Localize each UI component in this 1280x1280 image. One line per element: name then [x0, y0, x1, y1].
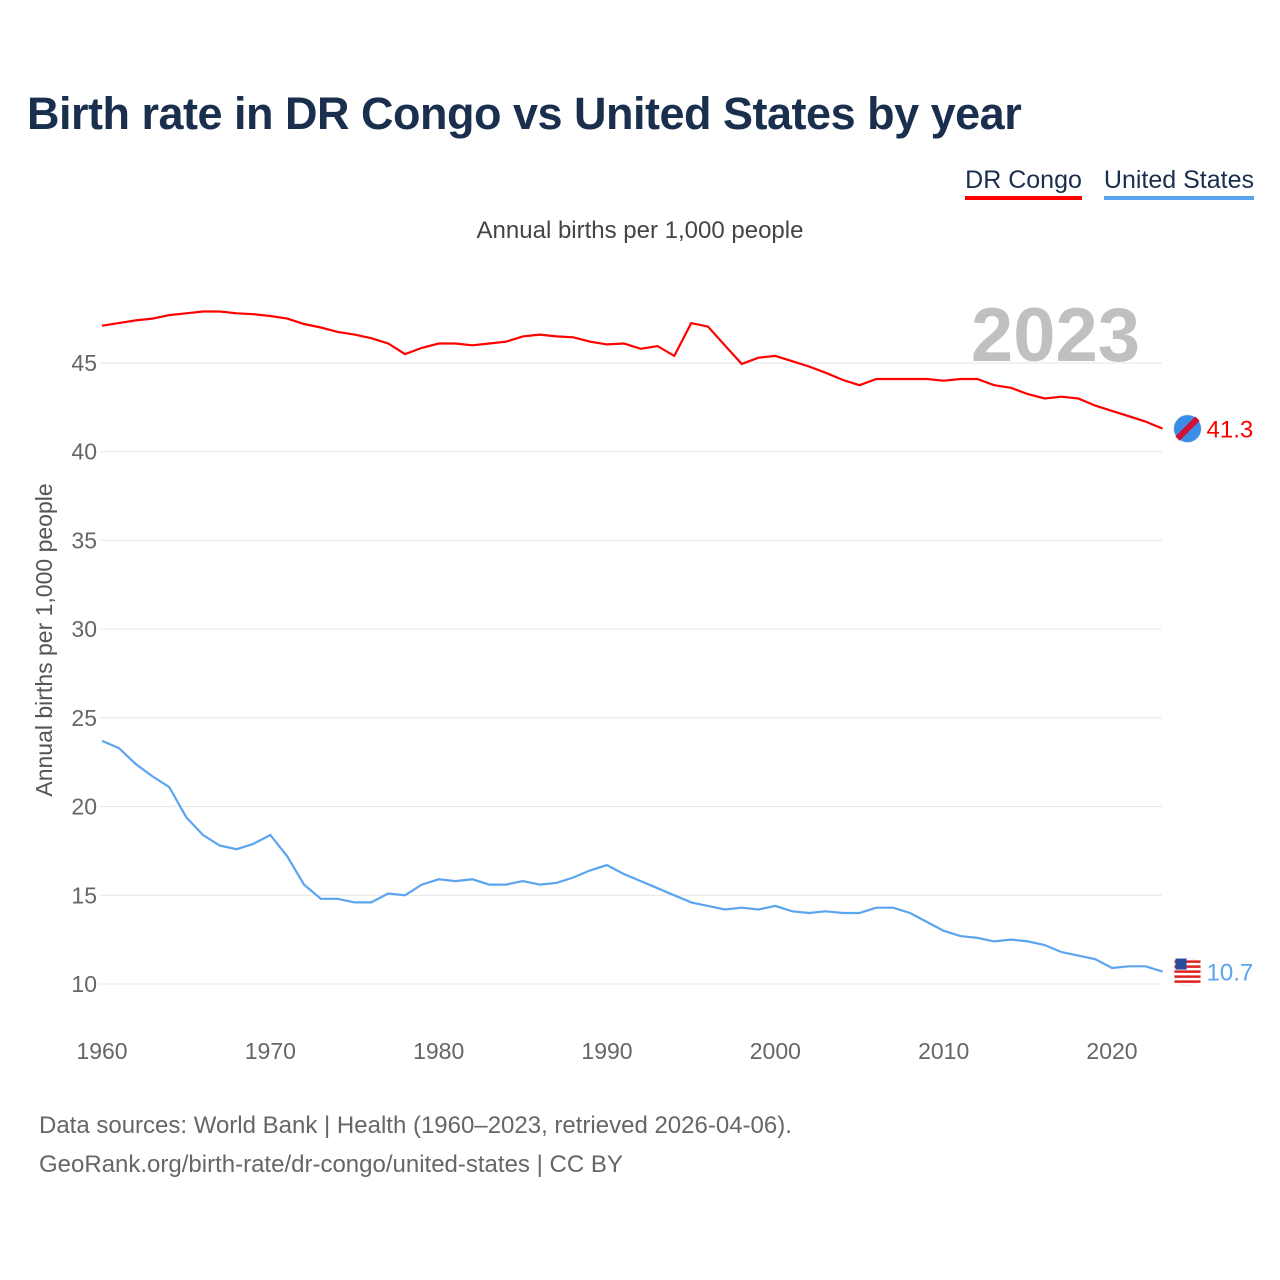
flag-stripe [1175, 416, 1200, 441]
y-tick-label: 10 [71, 971, 97, 997]
x-tick-label: 2000 [750, 1038, 801, 1064]
end-value-label: 10.7 [1207, 960, 1254, 987]
x-tick-label: 1970 [245, 1038, 296, 1064]
y-tick-label: 15 [71, 882, 97, 908]
x-tick-label: 1960 [76, 1038, 127, 1064]
y-tick-label: 30 [71, 616, 97, 642]
chart-title: Birth rate in DR Congo vs United States … [27, 88, 1022, 139]
x-tick-label: 2010 [918, 1038, 969, 1064]
end-value-label: 41.3 [1207, 417, 1254, 444]
legend-united-states[interactable]: United States [1103, 166, 1254, 200]
y-tick-label: 45 [71, 350, 97, 376]
flag-canton [1175, 958, 1187, 970]
y-tick-label: 20 [71, 794, 97, 820]
x-tick-label: 1980 [413, 1038, 464, 1064]
year-watermark: 2023 [971, 293, 1140, 378]
source-note: Data sources: World Bank | Health (1960–… [39, 1106, 792, 1184]
legend-dr-congo[interactable]: DR Congo [965, 166, 1082, 200]
source-line-2[interactable]: GeoRank.org/birth-rate/dr-congo/united-s… [39, 1151, 623, 1178]
x-tick-label: 2020 [1086, 1038, 1137, 1064]
x-tick-label: 1990 [581, 1038, 632, 1064]
series-line-united-states [101, 739, 1163, 973]
series-line-dr-congo [101, 310, 1163, 430]
legend: DR Congo United States [965, 166, 1254, 200]
y-tick-label: 35 [71, 527, 97, 553]
chart-subtitle: Annual births per 1,000 people [476, 217, 804, 244]
y-tick-label: 25 [71, 705, 97, 731]
source-line-1: Data sources: World Bank | Health (1960–… [39, 1112, 792, 1139]
y-tick-label: 40 [71, 439, 97, 465]
y-axis-label: Annual births per 1,000 people [31, 483, 57, 796]
